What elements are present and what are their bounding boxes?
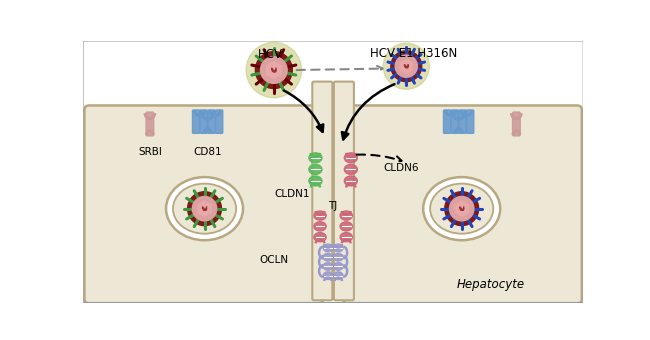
- Ellipse shape: [340, 211, 352, 220]
- Polygon shape: [400, 59, 412, 73]
- Circle shape: [192, 197, 216, 221]
- Ellipse shape: [340, 222, 352, 231]
- Text: CLDN6: CLDN6: [384, 163, 419, 173]
- Polygon shape: [266, 62, 281, 79]
- Ellipse shape: [314, 211, 326, 220]
- Circle shape: [188, 192, 222, 226]
- Circle shape: [395, 55, 417, 77]
- Text: HCV: HCV: [257, 49, 283, 62]
- Ellipse shape: [423, 177, 500, 240]
- FancyBboxPatch shape: [443, 110, 450, 133]
- Text: CLDN1: CLDN1: [274, 189, 310, 199]
- Ellipse shape: [246, 42, 302, 98]
- Ellipse shape: [309, 153, 322, 163]
- Ellipse shape: [344, 153, 358, 163]
- FancyBboxPatch shape: [467, 110, 474, 133]
- FancyBboxPatch shape: [84, 105, 323, 303]
- Ellipse shape: [323, 253, 333, 261]
- FancyBboxPatch shape: [513, 112, 520, 136]
- Polygon shape: [198, 201, 211, 216]
- Ellipse shape: [344, 164, 358, 174]
- FancyBboxPatch shape: [334, 82, 354, 300]
- Ellipse shape: [333, 253, 343, 261]
- FancyBboxPatch shape: [343, 105, 582, 303]
- Ellipse shape: [166, 177, 243, 240]
- Circle shape: [391, 51, 422, 82]
- FancyBboxPatch shape: [192, 110, 200, 133]
- Ellipse shape: [314, 222, 326, 231]
- Ellipse shape: [323, 272, 333, 279]
- FancyBboxPatch shape: [200, 110, 207, 133]
- Text: SRBI: SRBI: [138, 147, 162, 157]
- Text: OCLN: OCLN: [259, 255, 289, 265]
- Ellipse shape: [384, 43, 430, 89]
- Text: TJ: TJ: [328, 201, 338, 211]
- Circle shape: [255, 52, 292, 88]
- FancyBboxPatch shape: [451, 110, 458, 133]
- Circle shape: [261, 57, 287, 83]
- Ellipse shape: [173, 184, 236, 234]
- Ellipse shape: [430, 184, 493, 234]
- Ellipse shape: [309, 176, 322, 186]
- FancyBboxPatch shape: [208, 110, 215, 133]
- FancyBboxPatch shape: [459, 110, 466, 133]
- Ellipse shape: [323, 244, 333, 252]
- FancyBboxPatch shape: [313, 82, 332, 300]
- Circle shape: [450, 197, 474, 221]
- Ellipse shape: [333, 272, 343, 279]
- Ellipse shape: [344, 176, 358, 186]
- FancyBboxPatch shape: [216, 110, 223, 133]
- Ellipse shape: [340, 233, 352, 242]
- FancyBboxPatch shape: [146, 112, 153, 136]
- Circle shape: [445, 192, 478, 226]
- Text: CD81: CD81: [193, 147, 222, 157]
- Ellipse shape: [333, 262, 343, 270]
- Ellipse shape: [323, 262, 333, 270]
- Polygon shape: [455, 201, 468, 216]
- Ellipse shape: [309, 164, 322, 174]
- Text: HCV E1 H316N: HCV E1 H316N: [370, 47, 458, 60]
- Ellipse shape: [333, 244, 343, 252]
- Ellipse shape: [314, 233, 326, 242]
- Text: Hepatocyte: Hepatocyte: [457, 278, 525, 291]
